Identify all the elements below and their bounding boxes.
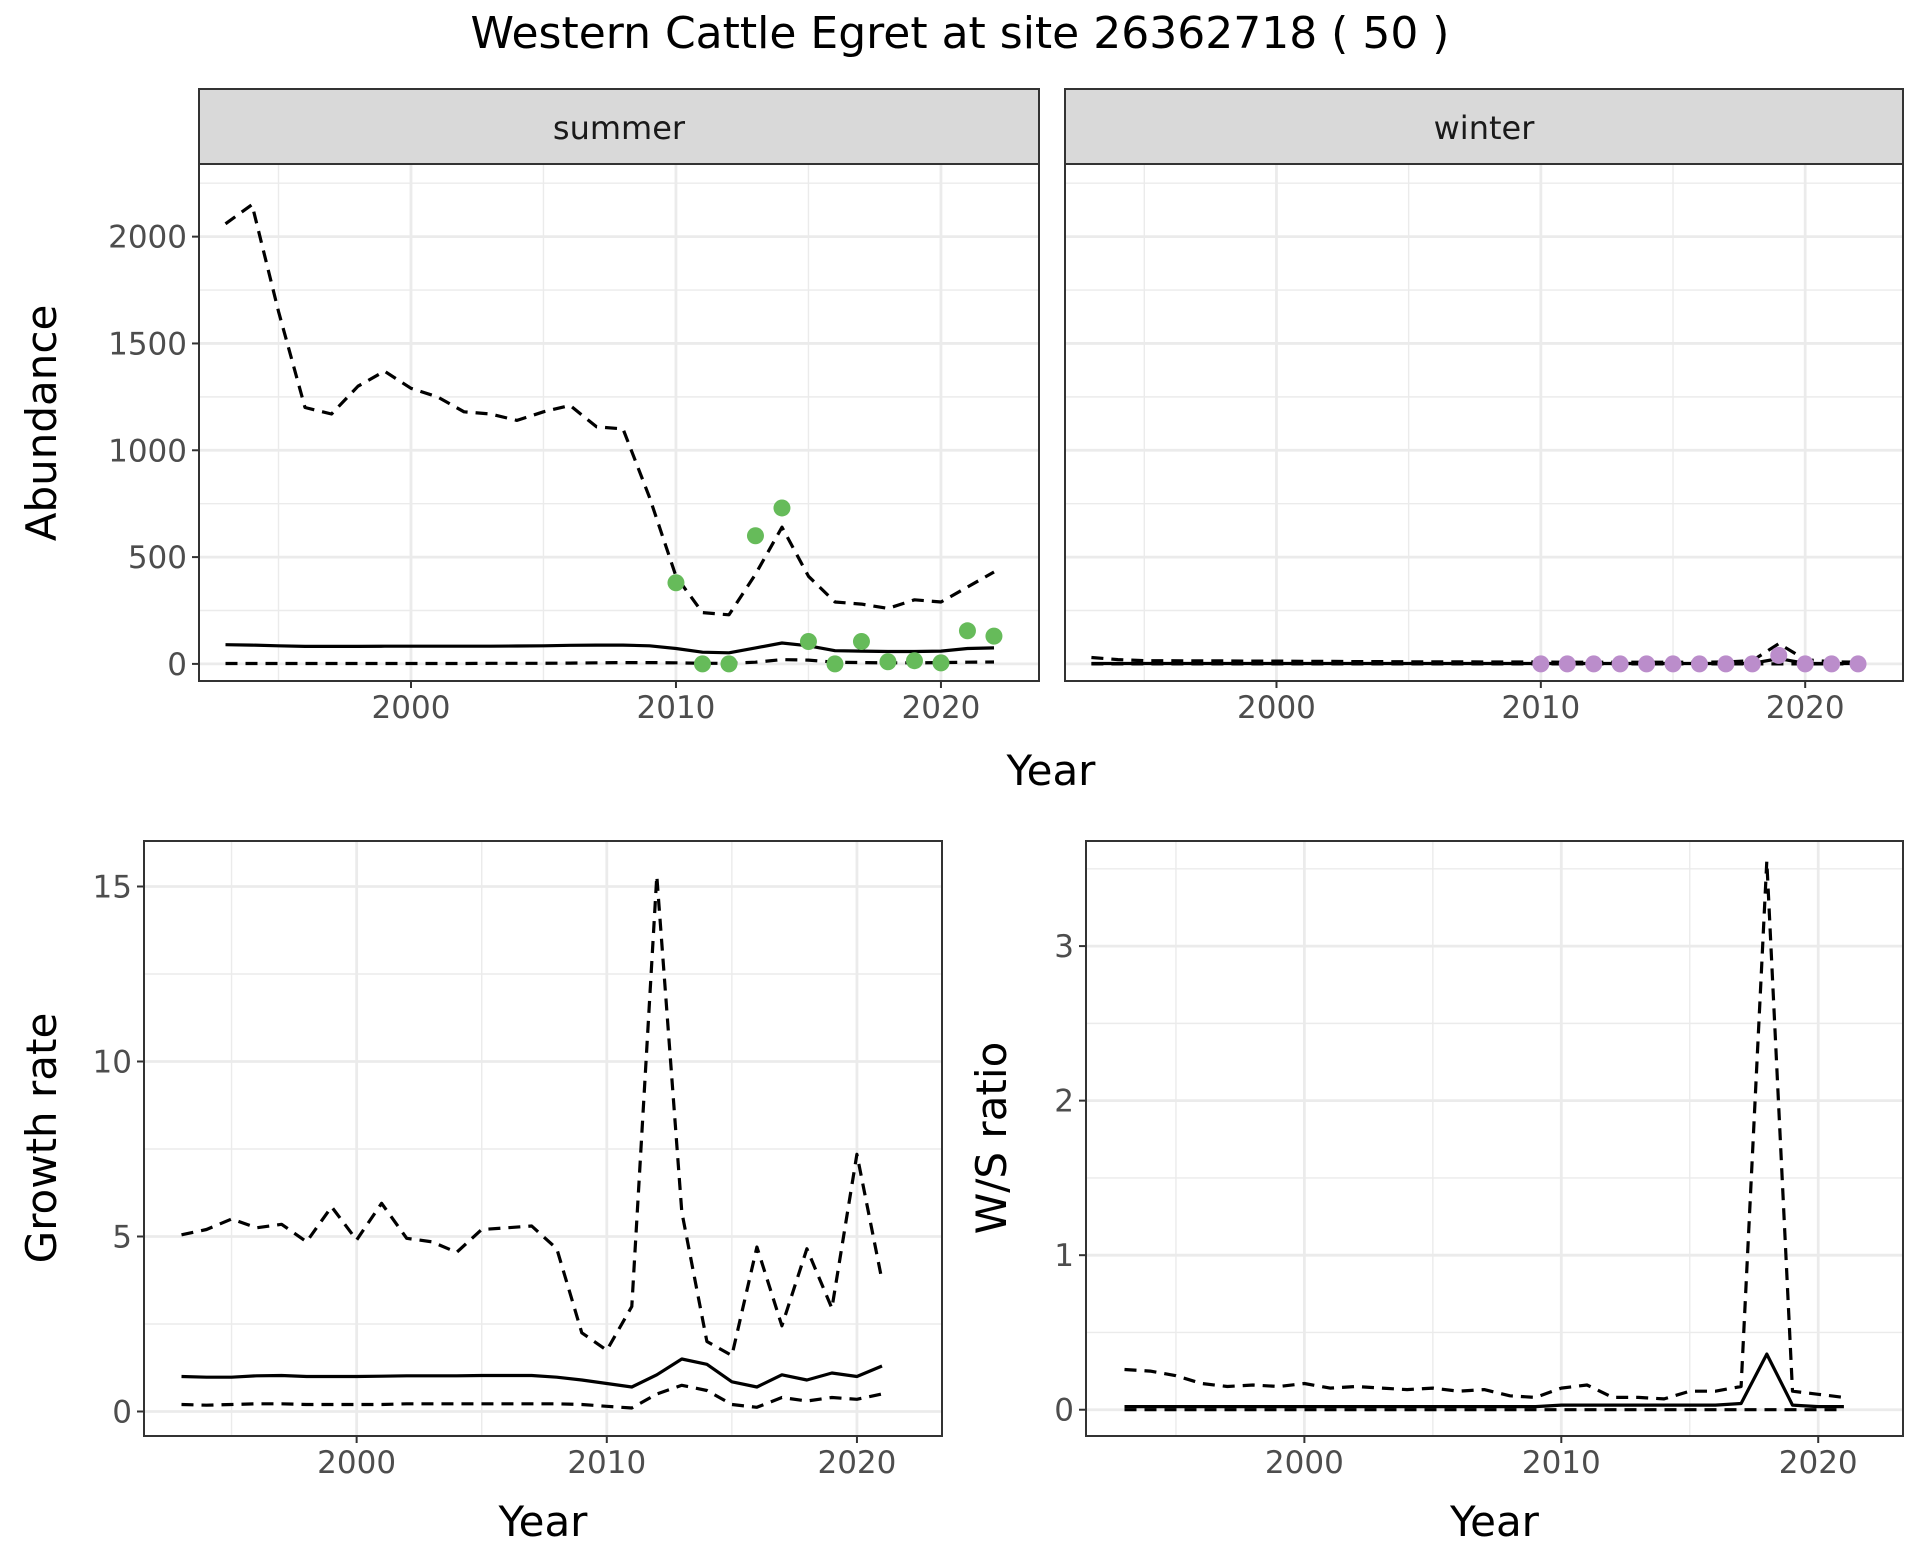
ws-y-axis-title: W/S ratio (967, 1042, 1016, 1235)
y-tick-label: 500 (128, 540, 187, 576)
x-tick-label: 2020 (902, 690, 981, 726)
observation-point (905, 652, 923, 670)
figure-title: Western Cattle Egret at site 26362718 ( … (471, 8, 1450, 59)
x-tick-label: 2000 (317, 1445, 396, 1481)
estimate-line (1124, 1352, 1844, 1409)
y-tick-label: 2 (1054, 1084, 1074, 1120)
upper-bound-line (181, 874, 884, 1358)
y-tick-label: 15 (93, 870, 132, 906)
x-tick-label: 2000 (1237, 690, 1316, 726)
observation-point (1611, 655, 1629, 673)
observation-point (1823, 655, 1841, 673)
facet-label-winter: winter (1434, 109, 1536, 147)
observation-point (932, 654, 950, 672)
abundance-panel-summer: 2000 2010 2020 0 500 1000 1500 2000 (108, 163, 1040, 726)
observation-point (799, 632, 817, 650)
observation-point (746, 527, 764, 545)
observation-point (852, 632, 870, 650)
x-tick-label: 2010 (1522, 1445, 1601, 1481)
x-tick-label: 2000 (372, 690, 451, 726)
upper-bound-line (224, 203, 995, 617)
y-tick-label: 1500 (108, 326, 187, 362)
observation-point (1743, 655, 1761, 673)
panel-border (1085, 840, 1904, 1437)
observation-point (720, 655, 738, 673)
observation-point (773, 499, 791, 517)
estimate-line (225, 641, 995, 655)
observation-point (958, 622, 976, 640)
growth-rate-panel: 2000 2010 2020 0 5 10 15 (93, 840, 943, 1481)
growth-y-axis-title: Growth rate (17, 1013, 66, 1264)
estimate-line (181, 1357, 883, 1389)
panel-border (198, 163, 1040, 682)
abundance-x-axis-title: Year (1006, 746, 1097, 795)
x-tick-label: 2020 (1779, 1445, 1858, 1481)
abundance-y-axis-title: Abundance (17, 305, 66, 542)
observation-point (1770, 646, 1788, 664)
x-tick-label: 2010 (637, 690, 716, 726)
observation-point (1717, 655, 1735, 673)
observation-point (1532, 655, 1550, 673)
panel-border (1064, 163, 1904, 682)
observation-point (1796, 655, 1814, 673)
ws-x-axis-title: Year (1449, 1497, 1540, 1546)
observation-point (693, 655, 711, 673)
observation-point (1690, 655, 1708, 673)
lower-bound-line (181, 1383, 883, 1410)
y-tick-label: 2000 (108, 220, 187, 256)
observation-point (667, 574, 685, 592)
observation-point (1558, 655, 1576, 673)
y-tick-label: 0 (112, 1395, 132, 1431)
observation-point (1585, 655, 1603, 673)
facet-strip-summer (198, 88, 1040, 165)
observation-point (985, 627, 1003, 645)
upper-bound-line (1124, 859, 1845, 1401)
y-tick-label: 10 (93, 1045, 132, 1081)
observation-point (826, 655, 844, 673)
y-tick-label: 1000 (108, 433, 187, 469)
y-tick-label: 0 (167, 647, 187, 683)
observation-point (1849, 655, 1867, 673)
observation-point (879, 653, 897, 671)
observation-point (1664, 655, 1682, 673)
x-tick-label: 2010 (1501, 690, 1580, 726)
y-tick-label: 5 (112, 1220, 132, 1256)
observation-point (1638, 655, 1656, 673)
abundance-panel-winter: 2000 2010 2020 (1064, 163, 1904, 726)
x-tick-label: 2010 (567, 1445, 646, 1481)
x-tick-label: 2020 (817, 1445, 896, 1481)
y-tick-label: 1 (1054, 1238, 1074, 1274)
facet-label-summer: summer (553, 109, 686, 147)
facet-strip-winter (1064, 88, 1904, 165)
panel-border (143, 840, 943, 1437)
y-tick-label: 3 (1054, 929, 1074, 965)
x-tick-label: 2000 (1265, 1445, 1344, 1481)
ws-ratio-panel: 2000 2010 2020 0 1 2 3 (1054, 840, 1904, 1481)
lower-bound-line (225, 657, 995, 666)
growth-x-axis-title: Year (498, 1497, 589, 1546)
y-tick-label: 0 (1054, 1393, 1074, 1429)
x-tick-label: 2020 (1766, 690, 1845, 726)
